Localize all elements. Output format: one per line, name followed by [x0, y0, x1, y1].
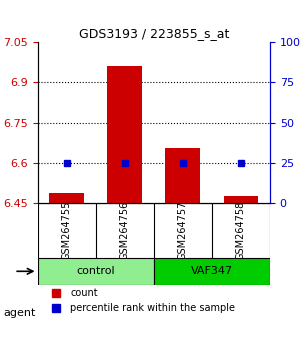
Title: GDS3193 / 223855_s_at: GDS3193 / 223855_s_at	[79, 27, 229, 40]
FancyBboxPatch shape	[38, 258, 154, 285]
Text: control: control	[76, 266, 115, 276]
Text: count: count	[70, 287, 98, 298]
Text: GSM264758: GSM264758	[236, 200, 246, 260]
Text: percentile rank within the sample: percentile rank within the sample	[70, 303, 235, 313]
FancyBboxPatch shape	[154, 258, 270, 285]
Bar	[107, 67, 142, 202]
Text: GSM264755: GSM264755	[61, 200, 72, 260]
Bar	[224, 196, 258, 202]
Text: GSM264756: GSM264756	[120, 200, 130, 260]
Bar	[165, 148, 200, 202]
Text: VAF347: VAF347	[191, 266, 233, 276]
Bar	[49, 193, 84, 202]
Text: agent: agent	[3, 308, 35, 318]
Text: GSM264757: GSM264757	[178, 200, 188, 260]
